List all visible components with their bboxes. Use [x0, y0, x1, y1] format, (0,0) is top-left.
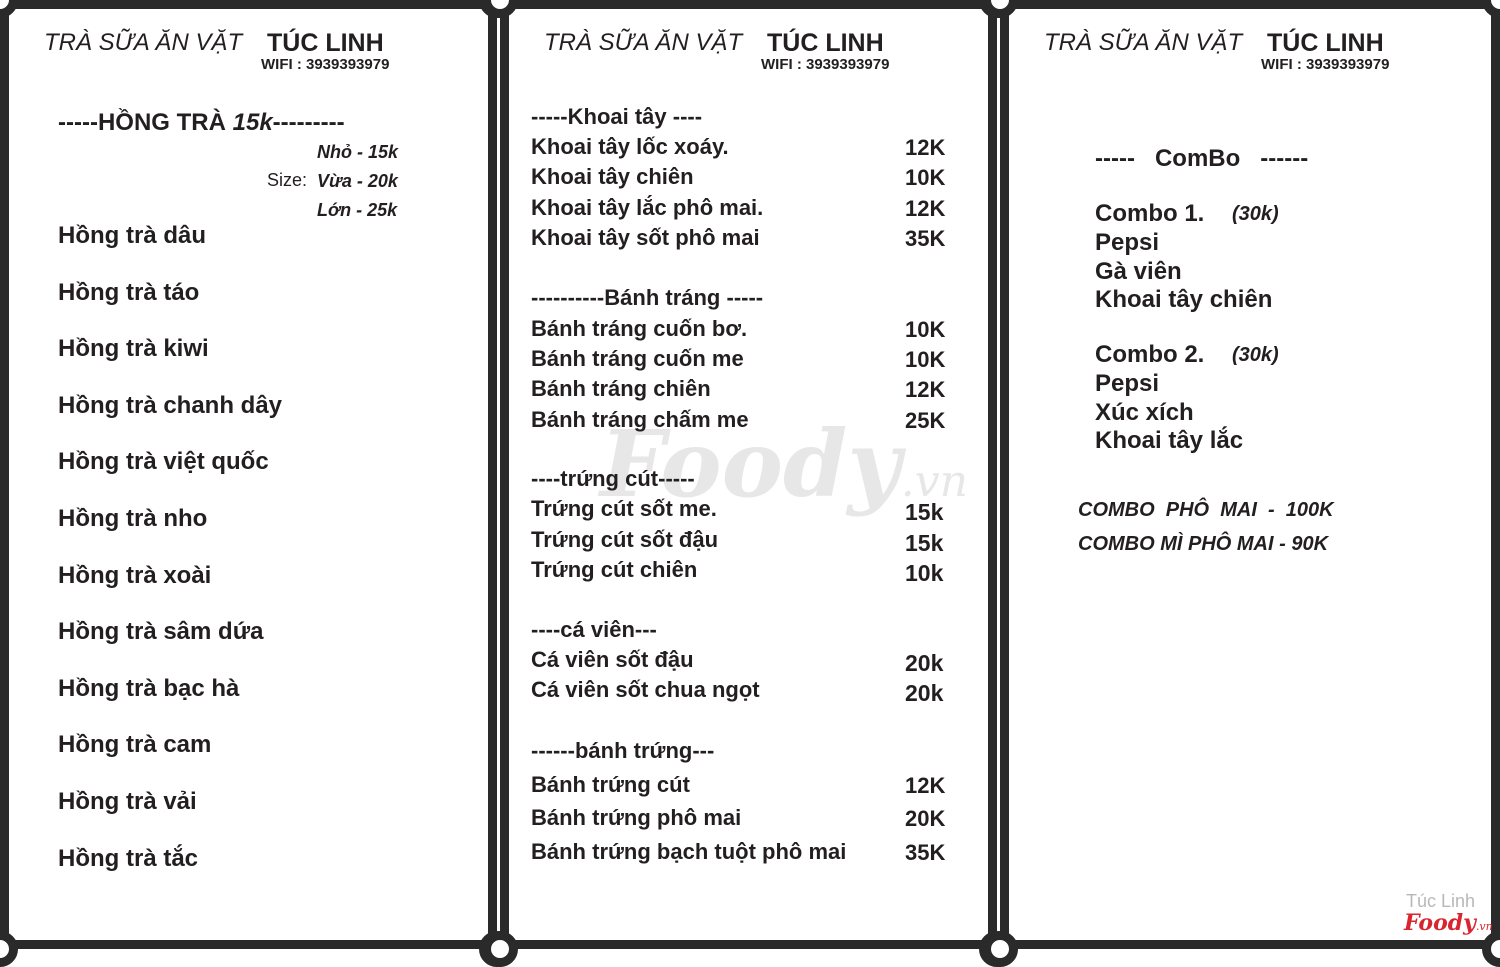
combo-item: Xúc xích [1095, 398, 1194, 426]
brand-prefix: TRÀ SỮA ĂN VẶT [544, 29, 743, 56]
menu-panel-2 [500, 0, 997, 949]
menu-item: Hồng trà nho [58, 505, 208, 532]
special-combo: COMBO MÌ PHÔ MAI - 90K [1078, 533, 1329, 555]
item-price: 12K [905, 196, 946, 221]
menu-item: Hồng trà vải [58, 788, 197, 815]
item-price: 20k [905, 680, 944, 706]
item-price: 10K [905, 317, 946, 342]
item-name: Khoai tây lắc phô mai. [531, 195, 764, 220]
wifi-info: WIFI : 3939393979 [1261, 56, 1390, 73]
section-title: -----Khoai tây ---- [531, 104, 703, 129]
item-name: Cá viên sốt đậu [531, 647, 694, 672]
item-name: Bánh tráng cuốn me [531, 346, 744, 371]
special-combo: COMBO PHÔ MAI - 100K [1078, 499, 1334, 521]
item-name: Bánh trứng bạch tuột phô mai [531, 839, 847, 864]
corner-notch [482, 931, 518, 967]
section-prefix: -----HỒNG TRÀ [58, 109, 233, 136]
section-title-hong-tra: -----HỒNG TRÀ 15k--------- [58, 111, 345, 135]
corner-notch [982, 0, 1018, 18]
menu-item: Hồng trà tắc [58, 844, 199, 872]
section-price: 15k [232, 109, 273, 136]
item-price: 25K [905, 408, 946, 433]
foody-logo: Foody.vn [1404, 910, 1493, 936]
wifi-info: WIFI : 3939393979 [261, 56, 390, 73]
item-name: Khoai tây lốc xoáy. [531, 134, 729, 159]
combo-name: Combo 2. [1095, 341, 1205, 368]
foody-logo-suffix: .vn [1475, 920, 1493, 933]
item-price: 12K [905, 773, 946, 798]
combo-item: Pepsi [1095, 229, 1160, 256]
combo-price: (30k) [1232, 203, 1279, 225]
item-price: 12K [905, 377, 946, 402]
item-price: 15k [905, 499, 944, 525]
brand-prefix: TRÀ SỮA ĂN VẶT [1044, 29, 1243, 56]
size-option: Nhỏ - 15k [317, 142, 399, 162]
brand-name: TÚC LINH [767, 29, 884, 57]
size-option: Vừa - 20k [317, 171, 398, 191]
foody-logo-text: Foody [1404, 910, 1476, 936]
item-name: Bánh tráng cuốn bơ. [531, 316, 748, 341]
item-name: Trứng cút sốt đậu [531, 527, 719, 552]
item-name: Bánh trứng cút [531, 772, 690, 797]
size-option: Lớn - 25k [317, 200, 398, 220]
watermark-suffix: .vn [900, 456, 968, 507]
menu-item: Hồng trà bạc hà [58, 674, 240, 702]
menu-item: Hồng trà sâm dứa [58, 618, 264, 646]
section-title: ----trứng cút----- [531, 466, 695, 491]
brand-name: TÚC LINH [1267, 29, 1384, 57]
item-price: 10k [905, 560, 944, 586]
combo-title: ----- ComBo ------ [1095, 145, 1309, 172]
item-price: 12K [905, 135, 946, 160]
item-price: 35K [905, 840, 946, 865]
menu-panel-1 [0, 0, 497, 949]
item-name: Bánh trứng phô mai [531, 805, 742, 830]
section-title: ----cá viên--- [531, 617, 657, 642]
item-price: 20k [905, 650, 944, 676]
menu-item: Hồng trà việt quốc [58, 448, 269, 476]
item-name: Trứng cút sốt me. [531, 496, 717, 521]
watermark-text: Foody [600, 410, 901, 518]
combo-price: (30k) [1232, 344, 1279, 366]
watermark-foody-logo: Foody.vn [600, 410, 968, 518]
item-price: 10K [905, 165, 946, 190]
menu-item: Hồng trà cam [58, 731, 212, 759]
store-logo-name: Túc Linh [1406, 891, 1476, 911]
brand-prefix: TRÀ SỮA ĂN VẶT [44, 29, 243, 56]
item-price: 35K [905, 226, 946, 251]
menu-item: Hồng trà xoài [58, 561, 212, 589]
item-name: Bánh tráng chấm me [531, 407, 749, 432]
section-title: ----------Bánh tráng ----- [531, 285, 764, 310]
menu-item: Hồng trà dâu [58, 222, 206, 249]
combo-item: Khoai tây lắc [1095, 427, 1244, 455]
item-name: Khoai tây chiên [531, 164, 694, 189]
brand-name: TÚC LINH [267, 29, 384, 57]
item-name: Cá viên sốt chua ngọt [531, 677, 760, 702]
combo-item: Gà viên [1095, 257, 1182, 285]
combo-item: Pepsi [1095, 370, 1160, 397]
item-name: Khoai tây sốt phô mai [531, 225, 760, 250]
item-name: Bánh tráng chiên [531, 376, 711, 401]
combo-item: Khoai tây chiên [1095, 286, 1273, 314]
item-price: 10K [905, 347, 946, 372]
section-title: ------bánh trứng--- [531, 738, 715, 763]
corner-notch [482, 0, 518, 18]
item-name: Trứng cút chiên [531, 557, 698, 582]
item-price: 15k [905, 530, 944, 556]
menu-item: Hồng trà kiwi [58, 335, 209, 363]
corner-notch [982, 931, 1018, 967]
section-suffix: --------- [272, 109, 345, 136]
size-label: Size: [267, 170, 308, 190]
menu-item: Hồng trà chanh dây [58, 391, 283, 419]
item-price: 20K [905, 806, 946, 831]
menu-panel-3 [1000, 0, 1500, 949]
wifi-info: WIFI : 3939393979 [761, 56, 890, 73]
menu-item: Hồng trà táo [58, 278, 200, 306]
combo-name: Combo 1. [1095, 200, 1205, 227]
